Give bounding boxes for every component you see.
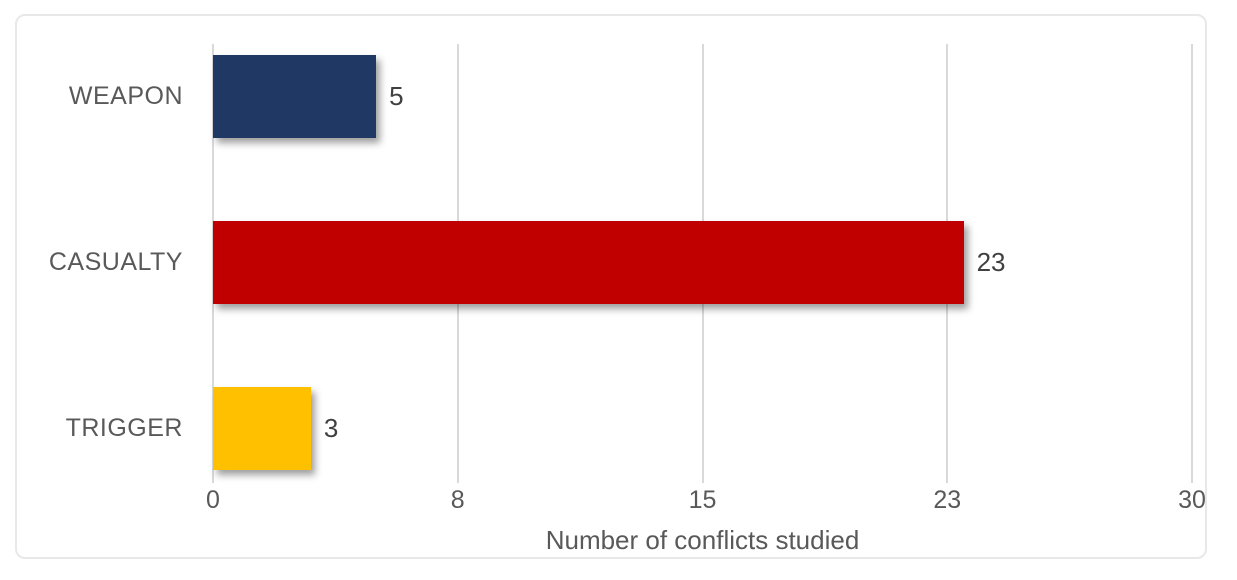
- data-label-weapon: 5: [389, 81, 404, 111]
- bar-trigger: [213, 386, 311, 470]
- x-tick-label: 15: [688, 486, 717, 514]
- bar-casualty: [213, 220, 964, 304]
- data-label-casualty: 23: [976, 246, 1006, 277]
- x-tick-label: 8: [450, 486, 465, 514]
- category-label-casualty: CASUALTY: [48, 247, 183, 276]
- x-axis-title: Number of conflicts studied: [545, 525, 860, 555]
- data-label-trigger: 3: [323, 412, 339, 443]
- x-tick-label: 23: [933, 486, 962, 514]
- gridline-x-30: [1191, 44, 1193, 483]
- x-tick-label: 0: [206, 486, 220, 514]
- x-tick-label: 30: [1178, 486, 1206, 514]
- bar-weapon: [213, 55, 377, 138]
- category-label-trigger: TRIGGER: [65, 413, 183, 442]
- category-label-weapon: WEAPON: [68, 82, 183, 110]
